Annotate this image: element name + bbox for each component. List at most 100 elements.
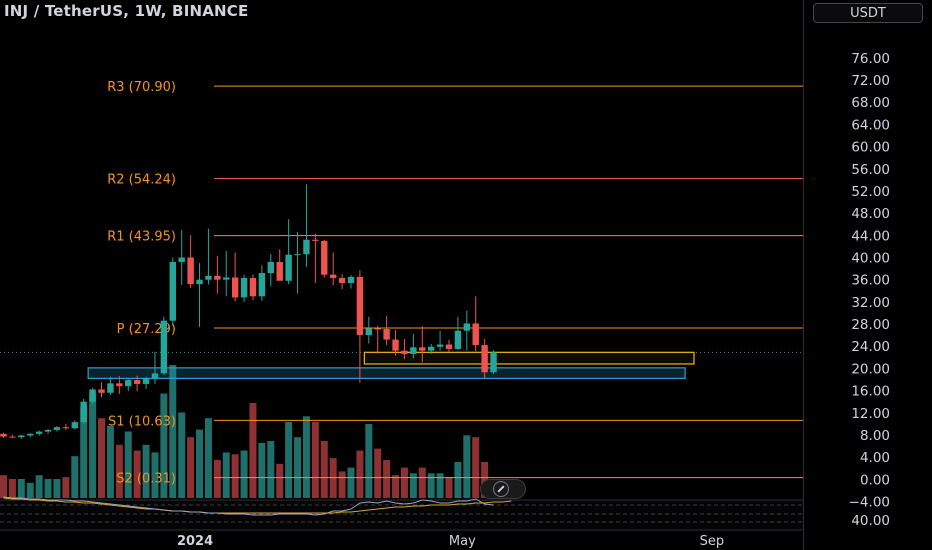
time-axis[interactable]: Sep2024MaySep	[0, 534, 724, 549]
volume-histogram	[0, 365, 489, 498]
candle-body	[44, 429, 52, 432]
volume-bar	[418, 467, 426, 498]
price-tick-label: 52.00	[851, 184, 890, 200]
volume-bar	[365, 423, 373, 498]
volume-bar	[400, 467, 408, 498]
volume-bar	[240, 450, 248, 498]
candle-body	[240, 278, 248, 298]
volume-bar	[8, 479, 16, 498]
candle-body	[276, 261, 283, 281]
entry-zone-box	[363, 351, 695, 365]
price-tick-label: 56.00	[851, 162, 890, 178]
candle-body	[436, 344, 444, 347]
candle-body	[329, 274, 337, 279]
candle-body	[365, 328, 373, 336]
volume-bar	[409, 473, 417, 498]
volume-bar	[26, 482, 34, 498]
pivot-label: P (27.29)	[117, 322, 176, 337]
candle-body	[347, 276, 355, 284]
candle-body	[285, 254, 292, 281]
candle-body	[116, 383, 123, 387]
candle-body	[205, 275, 212, 280]
replay-button[interactable]	[480, 479, 526, 499]
candlesticks	[0, 184, 497, 439]
candle-body	[303, 239, 310, 255]
price-tick-label: 72.00	[851, 73, 890, 89]
candle-body	[18, 435, 25, 438]
support-zone-box	[87, 367, 686, 379]
volume-bar	[320, 441, 328, 498]
price-tick-label: 60.00	[851, 140, 890, 156]
volume-bar	[276, 463, 284, 498]
volume-bar	[124, 431, 132, 498]
candle-body	[89, 389, 96, 402]
price-tick-label: 40.00	[851, 251, 890, 267]
volume-bar	[213, 460, 221, 498]
volume-bar	[285, 422, 293, 498]
volume-bar	[169, 365, 177, 498]
volume-bar	[89, 393, 97, 498]
candle-body	[481, 345, 488, 373]
pivot-label: R1 (43.95)	[107, 230, 176, 245]
currency-selector-button[interactable]: USDT	[813, 3, 923, 23]
oscillator-main-line	[3, 496, 494, 516]
volume-bar	[454, 461, 462, 498]
price-zones	[87, 351, 695, 379]
candle-body	[356, 276, 364, 336]
candle-body	[472, 323, 479, 346]
candle-body	[427, 346, 435, 351]
oscillator-signal-line	[3, 497, 512, 514]
price-tick-label: 44.00	[851, 228, 890, 244]
price-tick-label: 0.00	[860, 472, 890, 488]
volume-bar	[311, 422, 319, 498]
pivot-label: S2 (0.31)	[116, 472, 176, 487]
candle-body	[196, 279, 203, 285]
candle-body	[107, 383, 114, 393]
candle-body	[374, 328, 381, 330]
candle-body	[392, 339, 399, 351]
volume-bar	[267, 441, 275, 498]
candle-body	[142, 378, 150, 384]
volume-bar	[115, 444, 123, 498]
volume-bar	[338, 471, 346, 498]
volume-bar	[374, 448, 382, 498]
volume-bar	[347, 467, 355, 498]
volume-bar	[302, 416, 310, 498]
volume-bar	[427, 473, 435, 498]
candle-body	[249, 278, 257, 297]
volume-bar	[196, 429, 204, 498]
time-tick-label: May	[449, 534, 476, 549]
volume-bar	[258, 442, 266, 498]
candle-body	[160, 320, 168, 374]
pivot-label: S1 (10.63)	[108, 414, 176, 429]
volume-bar	[44, 479, 52, 498]
volume-bar	[204, 418, 212, 498]
candle-body	[401, 350, 408, 354]
volume-bar	[178, 412, 186, 498]
price-tick-label: 20.00	[851, 361, 890, 377]
volume-bar	[160, 393, 168, 498]
volume-bar	[222, 452, 230, 498]
volume-bar	[445, 477, 453, 498]
price-tick-label: 24.00	[851, 339, 890, 355]
volume-bar	[383, 460, 391, 498]
candle-body	[62, 427, 70, 429]
candle-body	[53, 427, 61, 430]
candle-body	[71, 422, 78, 429]
price-axis[interactable]: 76.00 72.00 68.00 64.00 60.00 56.00 52.00 48.00…	[803, 0, 891, 550]
volume-bar	[142, 444, 150, 498]
candle-body	[187, 257, 194, 285]
candle-body	[445, 344, 453, 349]
candle-body	[231, 277, 239, 298]
price-tick-label: 48.00	[851, 206, 890, 222]
candle-body	[338, 278, 346, 284]
candle-body	[454, 330, 462, 349]
volume-bar	[35, 475, 43, 498]
price-tick-label: −4.00	[849, 494, 890, 510]
price-tick-label: 36.00	[851, 273, 890, 289]
candle-body	[383, 329, 390, 340]
price-tick-label: 76.00	[851, 51, 890, 67]
candle-body	[125, 380, 132, 387]
candle-body	[223, 277, 230, 280]
